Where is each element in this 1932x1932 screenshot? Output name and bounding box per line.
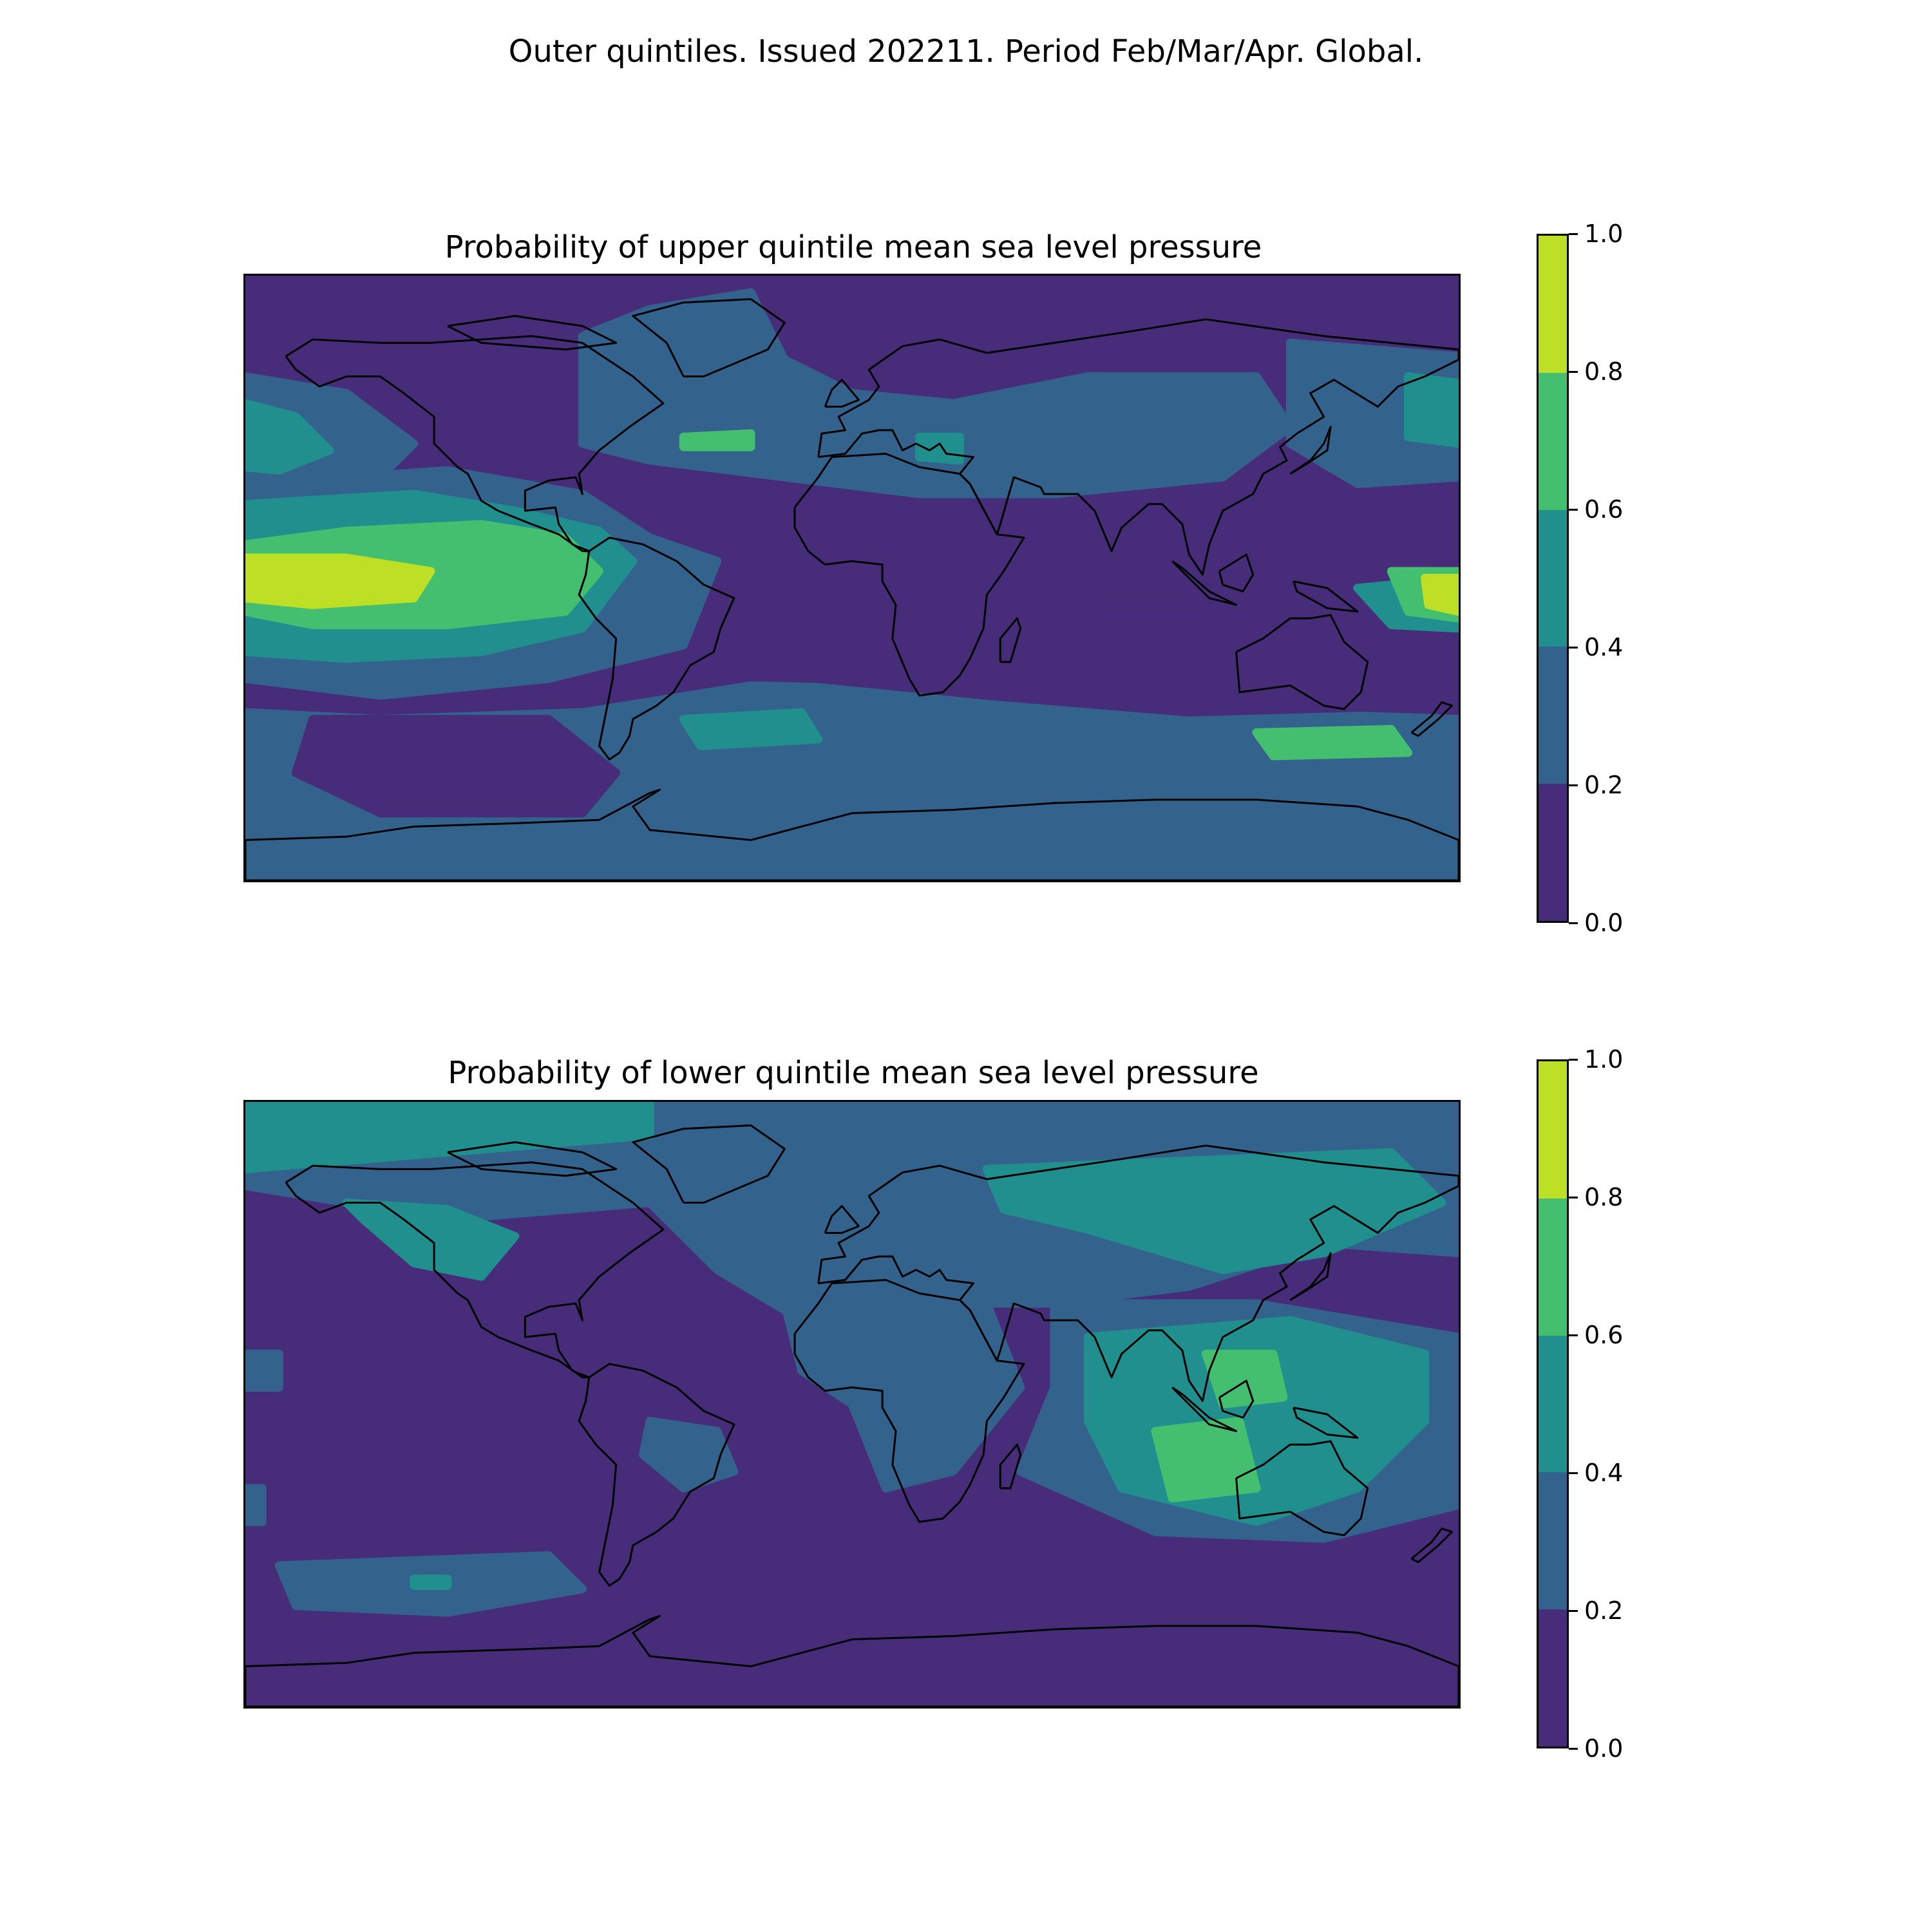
- lower-coastline: [1219, 1381, 1253, 1417]
- lower-coastline: [1172, 1387, 1236, 1431]
- lower-panel-title: Probability of lower quintile mean sea l…: [448, 1055, 1259, 1091]
- tick-label: 1.0: [1584, 220, 1624, 248]
- upper-region-west-pacific-yellow: [1421, 573, 1459, 616]
- tick-mark: [1569, 922, 1578, 924]
- upper-colorbar-segment: [1539, 647, 1567, 784]
- upper-coastline: [1294, 582, 1358, 612]
- upper-region-south-pacific-low: [291, 715, 621, 818]
- lower-colorbar-ticks: 0.0 0.2 0.4 0.6 0.8 1.0: [1569, 1045, 1665, 1763]
- upper-region-south-atlantic-indian-low: [746, 607, 1446, 717]
- tick-mark: [1569, 1334, 1578, 1336]
- upper-coastline: [579, 538, 734, 759]
- lower-coastline: [1236, 1441, 1368, 1535]
- upper-coastline: [1172, 561, 1236, 605]
- upper-coastline: [819, 319, 1459, 574]
- lower-region-maritime-green: [1151, 1417, 1261, 1503]
- tick-mark: [1569, 1058, 1578, 1061]
- lower-colorbar-segment: [1539, 1061, 1567, 1198]
- upper-quintile-map-canvas: [245, 276, 1459, 880]
- lower-region-south-pacific-teal-dot: [410, 1575, 452, 1590]
- lower-region-east-pacific-blue: [245, 1349, 283, 1392]
- upper-coastline: [633, 299, 784, 377]
- tick-label: 1.0: [1584, 1045, 1624, 1074]
- tick-label: 0.8: [1584, 357, 1624, 386]
- lower-colorbar-segment: [1539, 1335, 1567, 1473]
- tick-label: 0.6: [1584, 1321, 1624, 1349]
- upper-colorbar-segment: [1539, 236, 1567, 373]
- tick-mark: [1569, 1747, 1578, 1750]
- tick-mark: [1569, 784, 1578, 786]
- lower-coastline: [1000, 1444, 1020, 1488]
- lower-quintile-map: [243, 1100, 1461, 1709]
- tick-label: 0.0: [1584, 909, 1624, 937]
- upper-colorbar-ticks: 0.0 0.2 0.4 0.6 0.8 1.0: [1569, 220, 1665, 937]
- lower-coastline: [579, 1364, 734, 1586]
- lower-colorbar-segment: [1539, 1472, 1567, 1610]
- lower-colorbar: [1537, 1059, 1569, 1748]
- upper-coastline: [1290, 427, 1331, 474]
- upper-region-atlantic-green-patch: [679, 429, 755, 451]
- tick-label: 0.8: [1584, 1183, 1624, 1211]
- tick-label: 0.4: [1584, 633, 1624, 661]
- upper-region-south-indian-green: [1252, 724, 1413, 761]
- upper-region-north-pacific-teal: [245, 399, 334, 475]
- lower-coastline: [448, 1142, 616, 1176]
- upper-colorbar-segment: [1539, 509, 1567, 647]
- lower-colorbar-segment: [1539, 1609, 1567, 1747]
- lower-region-arctic-teal-west: [245, 1102, 654, 1173]
- upper-region-pacific-core-yellow: [245, 553, 435, 609]
- tick-label: 0.2: [1584, 771, 1624, 799]
- tick-label: 0.6: [1584, 495, 1624, 524]
- tick-mark: [1569, 1472, 1578, 1474]
- tick-label: 0.4: [1584, 1459, 1624, 1487]
- lower-coastline: [633, 1126, 784, 1203]
- lower-region-south-america-blue: [638, 1417, 739, 1493]
- tick-label: 0.2: [1584, 1596, 1624, 1625]
- upper-region-north-atlantic-eurasia-blue: [578, 288, 1294, 498]
- tick-mark: [1569, 1609, 1578, 1612]
- lower-coastline: [245, 1616, 1459, 1707]
- upper-region-south-atlantic-teal: [679, 708, 823, 750]
- tick-mark: [1569, 508, 1578, 511]
- lower-coastline: [1412, 1529, 1452, 1562]
- figure-suptitle: Outer quintiles. Issued 202211. Period F…: [508, 33, 1424, 70]
- lower-region-siberia-teal: [982, 1148, 1446, 1274]
- lower-coastline: [286, 1162, 663, 1378]
- lower-colorbar-segment: [1539, 1198, 1567, 1336]
- tick-mark: [1569, 646, 1578, 649]
- upper-colorbar-segment: [1539, 784, 1567, 921]
- lower-quintile-map-canvas: [245, 1102, 1459, 1707]
- upper-colorbar: [1537, 234, 1569, 923]
- upper-panel-title: Probability of upper quintile mean sea l…: [444, 229, 1262, 265]
- upper-coastline: [286, 336, 663, 551]
- lower-coastline: [1290, 1253, 1331, 1300]
- upper-coastline: [245, 790, 1459, 880]
- upper-coastline: [1412, 703, 1452, 736]
- lower-coastline: [825, 1206, 858, 1233]
- tick-mark: [1569, 232, 1578, 235]
- upper-coastline: [448, 316, 616, 350]
- lower-region-west-edge-blue: [245, 1484, 267, 1526]
- tick-mark: [1569, 1196, 1578, 1198]
- lower-coastline: [1294, 1408, 1358, 1438]
- tick-label: 0.0: [1584, 1734, 1624, 1763]
- upper-region-kuroshio-teal: [1403, 372, 1459, 448]
- upper-quintile-map: [243, 274, 1461, 882]
- upper-coastline: [795, 453, 1024, 696]
- upper-coastline: [825, 380, 858, 407]
- upper-coastline: [1236, 615, 1368, 709]
- tick-mark: [1569, 370, 1578, 373]
- lower-region-south-china-sea-green: [1201, 1349, 1288, 1409]
- upper-coastline: [1219, 554, 1253, 591]
- lower-coastline: [795, 1280, 1024, 1522]
- lower-region-africa-blue: [780, 1299, 1025, 1493]
- lower-coastline: [819, 1146, 1459, 1401]
- upper-colorbar-segment: [1539, 372, 1567, 510]
- upper-coastline: [1000, 618, 1020, 662]
